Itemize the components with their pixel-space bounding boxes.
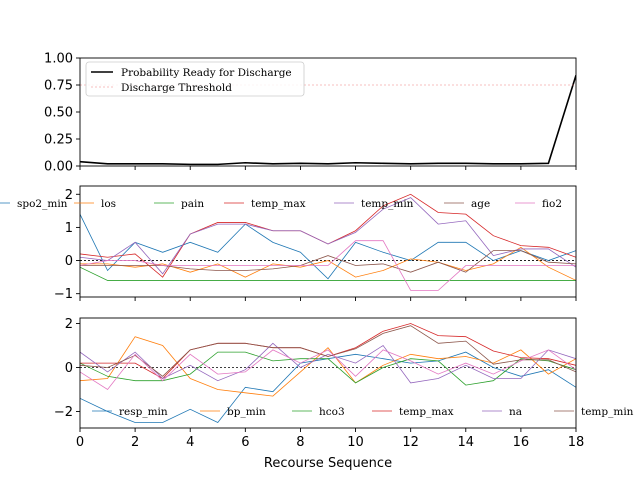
series-line-bp-min [80, 336, 576, 397]
y-tick-label: −1 [54, 287, 73, 302]
y-tick-label: 1 [65, 221, 73, 236]
series-line-Probability Ready for Discharge [80, 75, 576, 166]
x-tick-label: 0 [76, 435, 84, 450]
y-tick-label: 2 [65, 188, 73, 203]
legend-label: los [101, 198, 116, 210]
legend-label: bp_min [227, 406, 266, 418]
x-tick-label: 4 [186, 435, 194, 450]
legend-label: temp_min [361, 198, 414, 210]
legend-label: Discharge Threshold [121, 82, 232, 94]
x-tick-label: 18 [568, 435, 585, 450]
y-tick-label: 0 [65, 361, 73, 376]
legend-label: hco3 [319, 406, 345, 418]
y-tick-label: 2 [65, 317, 73, 332]
y-tick-label: −2 [54, 405, 73, 420]
legend-label: temp_max [399, 406, 454, 418]
y-tick-label: 0.00 [44, 160, 73, 175]
legend-label: resp_min [119, 406, 168, 418]
series-line-los [80, 246, 576, 281]
series-line-unnamed [80, 349, 576, 391]
legend-label: age [471, 198, 490, 210]
series-line-spo2-min [80, 213, 576, 280]
x-tick-label: 16 [513, 435, 530, 450]
x-tick-label: 14 [458, 435, 475, 450]
axes-frame-3 [79, 317, 577, 429]
legend-box [85, 61, 305, 97]
y-tick-label: 0 [65, 254, 73, 269]
axes-frame-2 [79, 185, 577, 298]
series-line-hco3 [80, 351, 576, 386]
x-axis-label: Recourse Sequence [264, 456, 392, 471]
y-tick-label: 1.00 [44, 52, 73, 67]
series-line-na [80, 342, 576, 384]
plot-area-1 [80, 75, 576, 166]
series-line-fio2 [80, 240, 576, 291]
legend-label: spo2_min [17, 198, 68, 210]
x-tick-label: 10 [347, 435, 364, 450]
x-tick-label: 2 [131, 435, 139, 450]
y-tick-label: 0.50 [44, 106, 73, 121]
legend-label: temp_max [251, 198, 306, 210]
y-tick-label: 0.25 [44, 133, 73, 148]
series-line-temp-min [80, 325, 576, 377]
y-tick-label: 0.75 [44, 79, 73, 94]
legend-label: fio2 [542, 198, 562, 210]
x-tick-label: 8 [296, 435, 304, 450]
legend-label: Probability Ready for Discharge [121, 67, 292, 79]
plot-area-2 [80, 193, 576, 291]
x-tick-label: 6 [241, 435, 249, 450]
series-line-temp-min [80, 197, 576, 275]
legend-label: pain [181, 198, 204, 210]
legend-label: temp_min [581, 406, 634, 418]
series-line-pain [80, 266, 576, 281]
x-tick-label: 12 [402, 435, 419, 450]
legend-label: na [509, 406, 522, 418]
plot-area-3 [80, 323, 576, 423]
